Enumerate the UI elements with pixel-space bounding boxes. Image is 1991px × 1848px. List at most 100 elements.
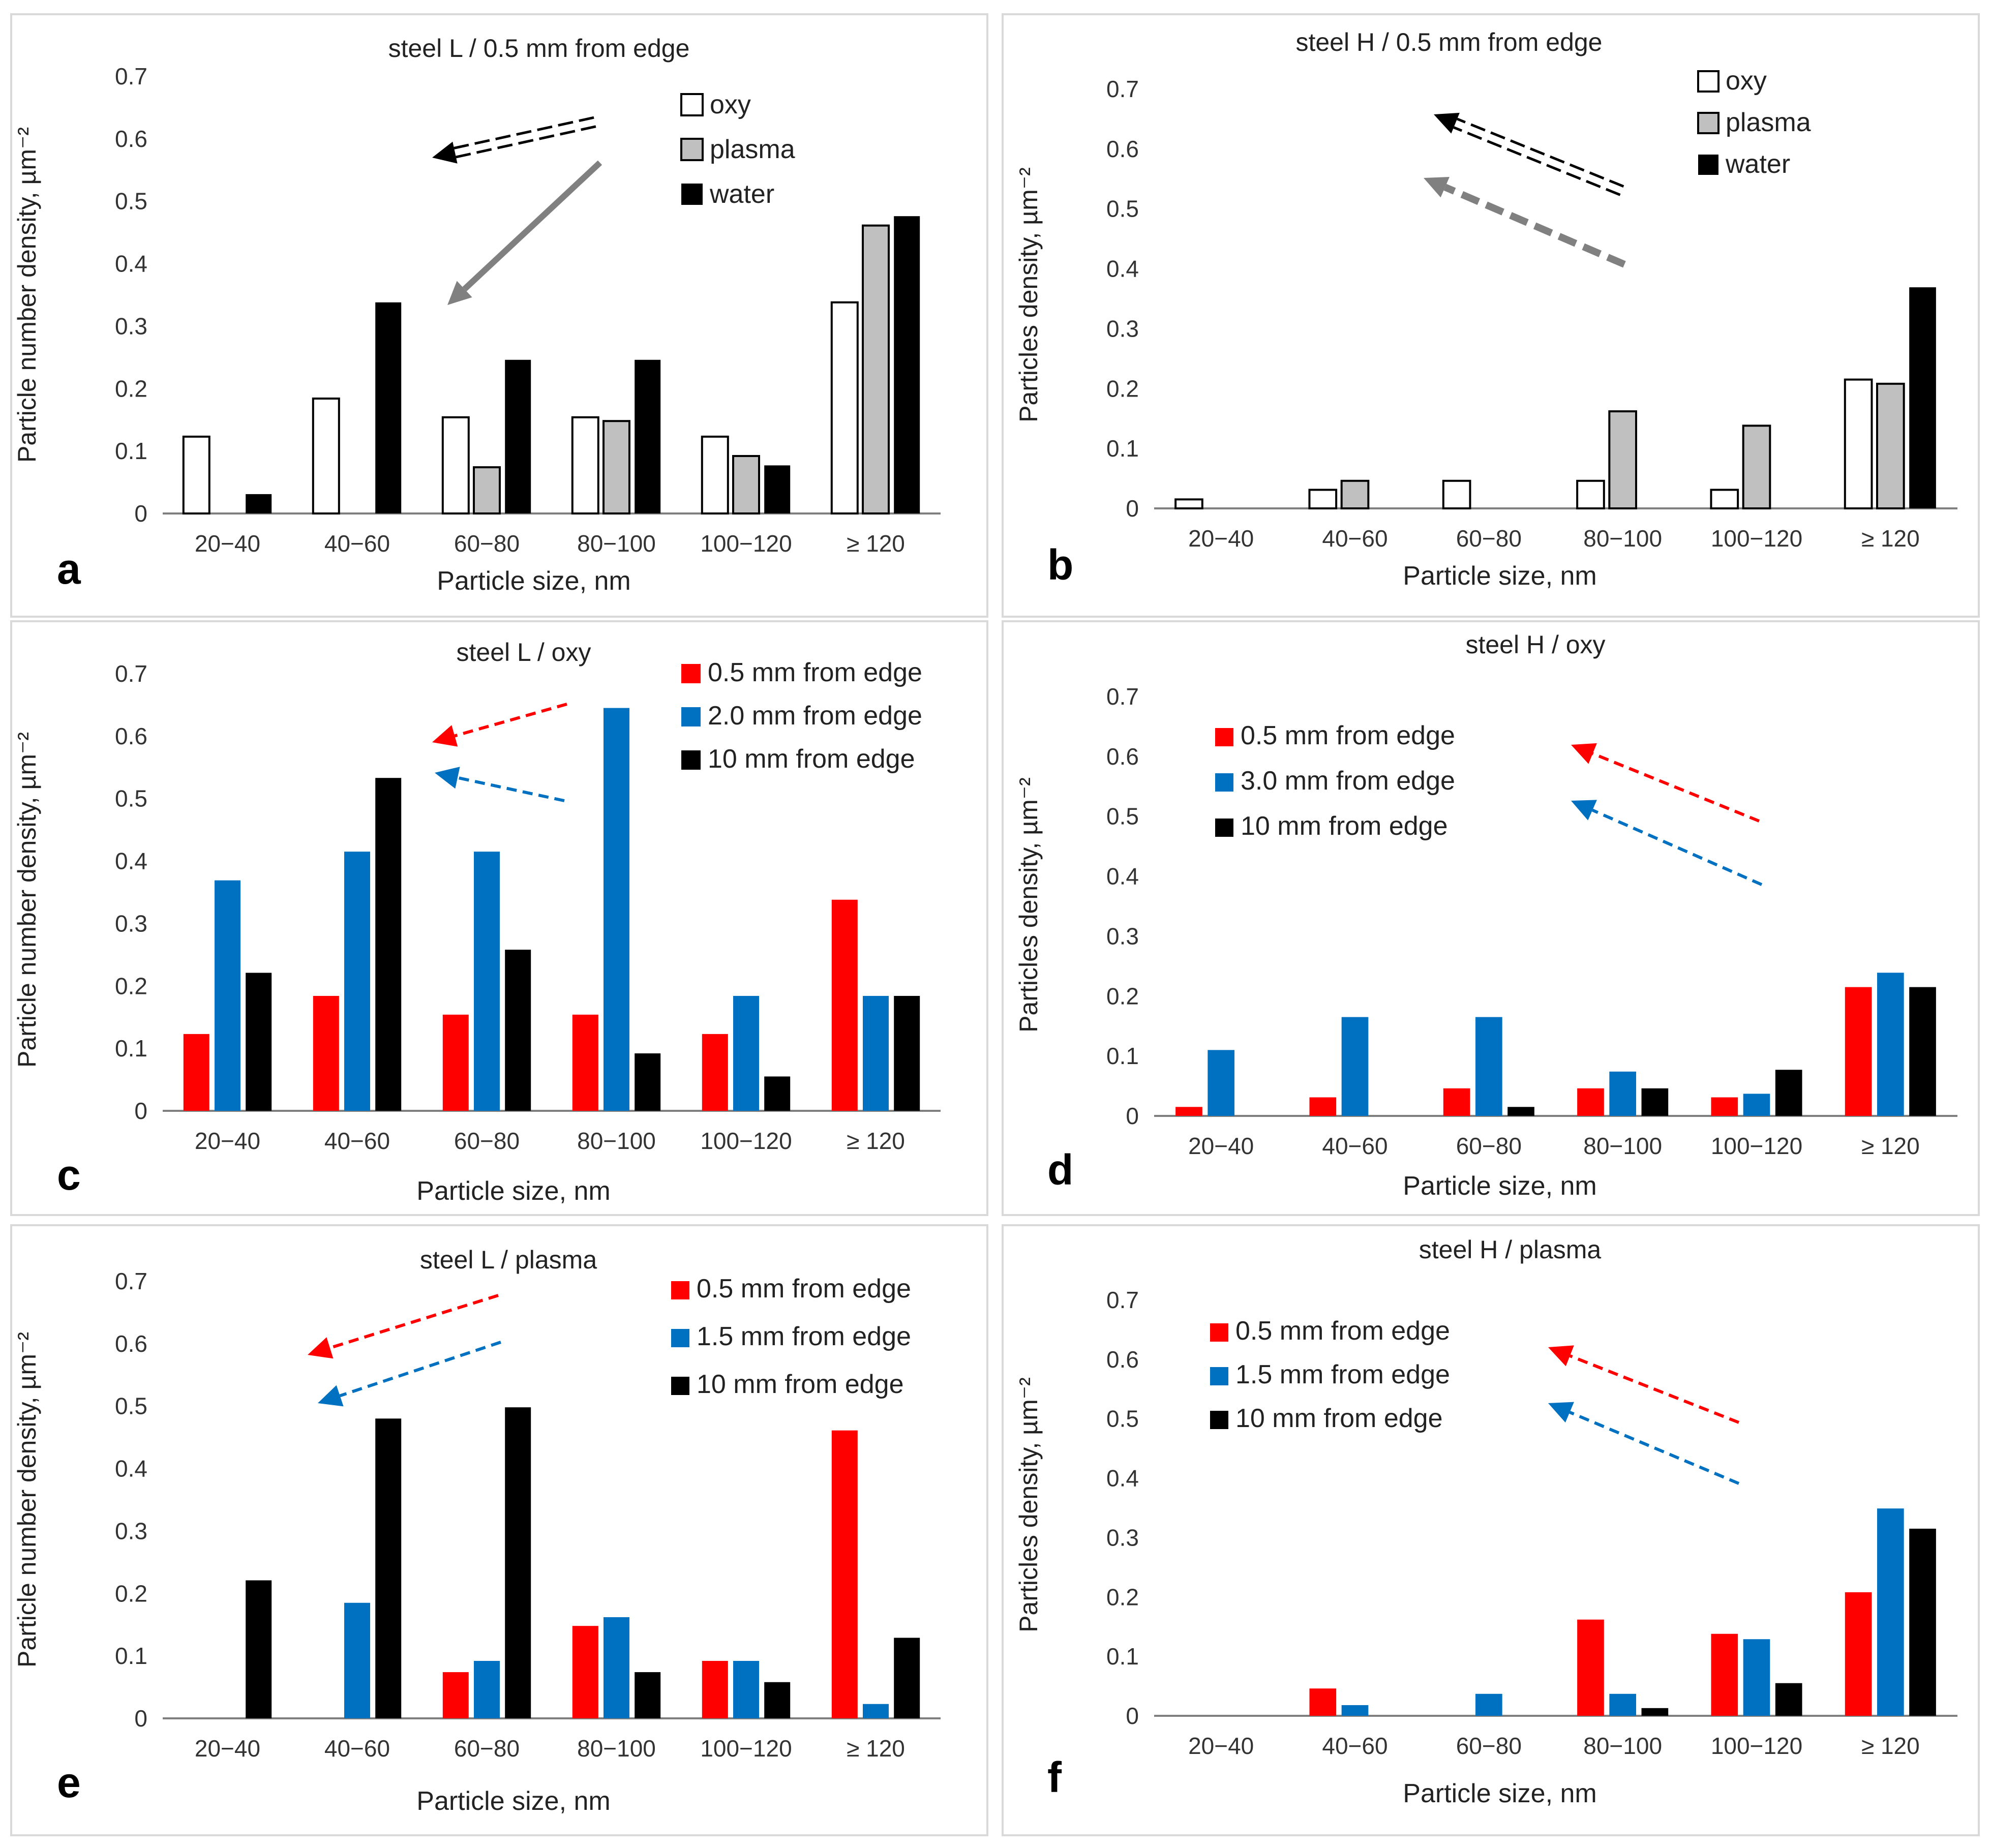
arrow-head — [1548, 1402, 1574, 1423]
x-tick-label: ≥ 120 — [847, 1735, 905, 1762]
legend-swatch — [1697, 70, 1719, 93]
x-tick-label: 60−80 — [454, 530, 520, 557]
bar-plasma-4 — [732, 455, 760, 515]
panel-border — [1002, 1224, 1980, 1836]
x-tick-label: 40−60 — [1322, 1733, 1387, 1759]
chart-panel-e: 0 0.1 0.2 0.3 0.4 0.5 0.6 0.7 20−40 40−60 60−80 80−… — [10, 1224, 988, 1836]
legend-label: 10 mm from edge — [697, 1370, 904, 1399]
bar-10-mm-from-edge-3 — [635, 1672, 661, 1718]
legend-label: 1.5 mm from edge — [697, 1322, 911, 1351]
x-tick-label: 40−60 — [324, 1128, 390, 1154]
bar-3-0-mm-from-edge-4 — [1743, 1094, 1770, 1116]
y-tick-label: 0.7 — [115, 1268, 147, 1294]
arrow-dashed-blue — [435, 767, 565, 802]
y-tick-label: 0.3 — [1106, 1524, 1139, 1551]
bar-1-5-mm-from-edge-1 — [344, 1602, 370, 1718]
y-tick-label: 0.3 — [115, 910, 147, 936]
legend-swatch — [671, 1329, 689, 1347]
y-tick-label: 0.4 — [1106, 1465, 1139, 1492]
bar-plasma-3 — [1608, 410, 1637, 509]
legend-label: 10 mm from edge — [1235, 1404, 1443, 1433]
legend-swatch — [1210, 1411, 1228, 1429]
bar-1-5-mm-from-edge-4 — [733, 1660, 759, 1718]
legend-label: 0.5 mm from edge — [1235, 1316, 1450, 1346]
x-tick-label: 20−40 — [195, 1735, 260, 1762]
y-tick-label: 0.5 — [115, 188, 147, 215]
bar-3-0-mm-from-edge-1 — [1341, 1017, 1369, 1116]
y-tick-label: 0.2 — [115, 973, 147, 999]
bar-1-5-mm-from-edge-1 — [1341, 1705, 1369, 1716]
x-tick-label: 60−80 — [454, 1735, 520, 1762]
arrow-shaft — [1443, 184, 1626, 268]
bar-10-mm-from-edge-3 — [1641, 1088, 1669, 1116]
bar-1-5-mm-from-edge-4 — [1743, 1639, 1770, 1716]
arrow-shaft — [1591, 808, 1763, 886]
arrow-dashed-red — [1548, 1345, 1740, 1424]
y-tick-label: 0.5 — [1106, 196, 1139, 222]
x-tick-label: 80−100 — [1583, 1733, 1662, 1759]
x-tick-label: ≥ 120 — [1861, 525, 1920, 552]
y-tick-label: 0.4 — [115, 848, 147, 874]
y-tick-label: 0.3 — [115, 1518, 147, 1544]
y-tick-label: 0.1 — [1106, 435, 1139, 462]
y-tick-label: 0.7 — [1106, 76, 1139, 102]
bar-10-mm-from-edge-3 — [1641, 1708, 1669, 1716]
legend-label: 0.5 mm from edge — [697, 1274, 911, 1304]
bar-10-mm-from-edge-5 — [894, 1638, 920, 1718]
x-axis-title: Particle size, nm — [1403, 1171, 1596, 1201]
bar-0-5-mm-from-edge-2 — [1443, 1088, 1470, 1116]
chart-title: steel L / 0.5 mm from edge — [388, 34, 690, 63]
x-tick-label: 60−80 — [1456, 1733, 1522, 1759]
bar-0-5-mm-from-edge-1 — [313, 995, 339, 1111]
y-tick-label: 0.7 — [115, 63, 147, 89]
arrow-shaft — [339, 1341, 501, 1398]
x-tick-label: 40−60 — [324, 530, 390, 557]
y-tick-label: 0.3 — [1106, 315, 1139, 342]
bar-3-0-mm-from-edge-5 — [1877, 973, 1904, 1116]
y-tick-label: 0.6 — [115, 723, 147, 749]
x-axis-title: Particle size, nm — [1403, 561, 1596, 591]
legend-label: water — [709, 179, 774, 209]
legend-label: water — [1725, 149, 1790, 179]
x-tick-label: ≥ 120 — [1861, 1133, 1920, 1159]
y-tick-label: 0.2 — [1106, 1584, 1139, 1610]
y-tick-label: 0.5 — [115, 1393, 147, 1419]
y-tick-label: 0.2 — [115, 1580, 147, 1607]
arrow-head — [308, 1337, 334, 1359]
arrow-dashed-blue — [1548, 1402, 1740, 1485]
bar-10-mm-from-edge-5 — [894, 995, 920, 1111]
bar-10-mm-from-edge-4 — [764, 1682, 791, 1718]
bar-10-mm-from-edge-3 — [635, 1053, 661, 1111]
chart-panel-f: 0 0.1 0.2 0.3 0.4 0.5 0.6 0.7 20−40 40−60 60−80 80−… — [1002, 1224, 1980, 1836]
bar-0-5-mm-from-edge-5 — [831, 899, 858, 1111]
bar-1-5-mm-from-edge-3 — [1609, 1693, 1636, 1716]
chart-title: steel L / plasma — [420, 1246, 597, 1274]
y-tick-label: 0.1 — [115, 438, 147, 464]
panel-border — [1002, 13, 1980, 618]
legend-swatch — [1215, 728, 1233, 746]
bar-0-5-mm-from-edge-0 — [183, 1034, 209, 1111]
bar-0-5-mm-from-edge-2 — [442, 1014, 469, 1111]
x-tick-label: ≥ 120 — [847, 1128, 905, 1154]
x-tick-label: 20−40 — [1188, 525, 1254, 552]
bar-10-mm-from-edge-0 — [246, 973, 272, 1111]
panel-letter: a — [57, 545, 81, 593]
bar-plasma-4 — [1742, 425, 1771, 509]
y-tick-label: 0.1 — [115, 1643, 147, 1669]
bar-plasma-5 — [862, 224, 890, 514]
panel-border — [10, 13, 988, 618]
y-tick-label: 0 — [1126, 1703, 1139, 1729]
y-tick-label: 0 — [1126, 1103, 1139, 1129]
arrow-shaft — [454, 116, 594, 149]
arrow-head — [318, 1385, 344, 1407]
x-tick-label: 20−40 — [195, 530, 260, 557]
legend-swatch — [1698, 155, 1718, 175]
x-tick-label: 60−80 — [1456, 525, 1522, 552]
panel-border — [1002, 620, 1980, 1216]
arrow-shaft — [456, 125, 596, 159]
bar-10-mm-from-edge-4 — [1775, 1683, 1802, 1716]
bar-2-0-mm-from-edge-0 — [215, 880, 240, 1111]
y-tick-label: 0 — [1126, 495, 1139, 522]
y-axis-title: Particle number density, µm⁻² — [13, 1332, 41, 1668]
x-axis-title: Particle size, nm — [416, 1786, 610, 1816]
